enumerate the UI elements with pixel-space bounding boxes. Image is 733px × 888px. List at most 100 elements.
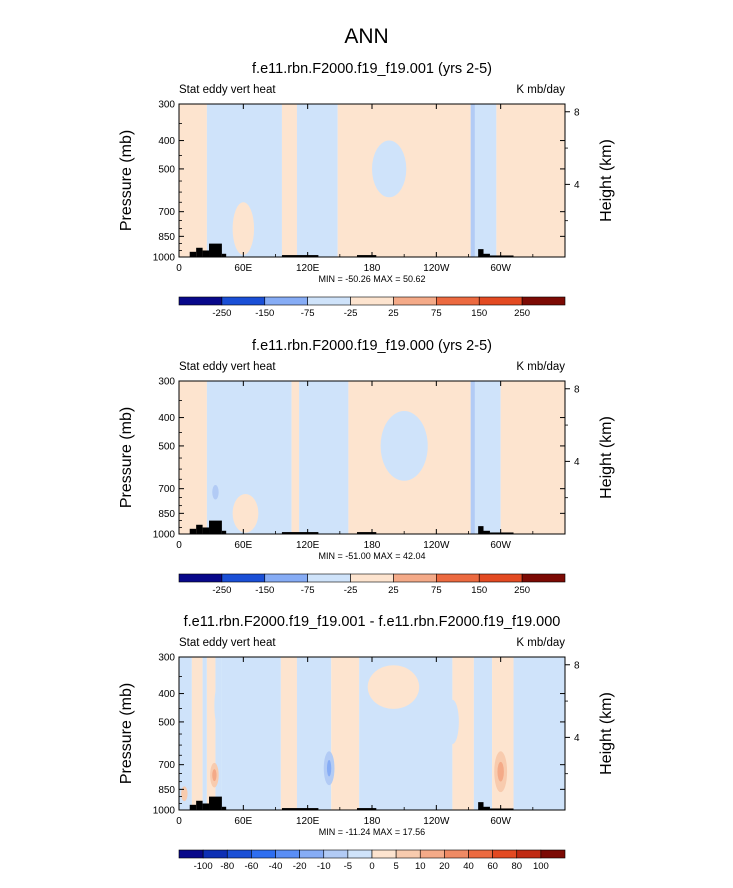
colorbar-label: -10 — [317, 861, 331, 872]
colorbar-label: 20 — [439, 861, 450, 872]
y-axis-title: Pressure (mb) — [118, 683, 135, 784]
contour-band-5 — [215, 657, 222, 810]
colorbar-box — [350, 296, 394, 306]
contour-cell-3 — [214, 687, 221, 725]
topography-mask-6 — [281, 255, 319, 257]
contour-band-8 — [496, 104, 565, 257]
colorbar: -250 -150 -75 -25 25 75 150 250 — [178, 573, 566, 596]
x-tick-label: 60W — [490, 540, 511, 551]
contour-band-4 — [296, 104, 338, 257]
x-tick-label: 120W — [423, 540, 450, 551]
x-tick-label: 120E — [296, 540, 320, 551]
left-label: Stat eddy vert heat — [179, 637, 276, 649]
colorbar-label: -20 — [293, 861, 307, 872]
x-tick-label: 0 — [176, 263, 182, 274]
colorbar-label: 5 — [393, 861, 398, 872]
topography-mask-4 — [209, 243, 222, 257]
topography-mask-7 — [356, 255, 377, 257]
colorbar-label: 250 — [514, 585, 530, 596]
colorbar-box — [299, 849, 325, 859]
x-tick-label: 120E — [296, 263, 320, 274]
contour-band-1 — [179, 381, 207, 534]
contour-band-6 — [470, 104, 475, 257]
units-label: K mb/day — [516, 361, 565, 373]
colorbar-label: -75 — [301, 585, 315, 596]
colorbar-label: 80 — [511, 861, 522, 872]
y-tick-label: 500 — [158, 164, 175, 175]
y-tick-label: 400 — [158, 689, 175, 700]
x-tick-label: 120W — [423, 816, 450, 827]
x-tick-label: 180 — [364, 816, 381, 827]
colorbar-box — [478, 296, 523, 306]
panel-title: f.e11.rbn.F2000.f19_f19.001 (yrs 2-5) — [252, 61, 492, 77]
y-axis-title-right: Height (km) — [598, 416, 615, 499]
left-label: Stat eddy vert heat — [179, 361, 276, 373]
x-tick-label: 0 — [176, 816, 182, 827]
topography-mask-1 — [189, 251, 197, 257]
contour-band-6 — [470, 381, 475, 534]
contour-band-3 — [281, 104, 297, 257]
topography-mask-8 — [478, 249, 484, 257]
y-tick-label: 500 — [158, 717, 175, 728]
colorbar-box — [436, 296, 480, 306]
contour-band-1 — [179, 104, 207, 257]
colorbar-box — [540, 849, 566, 859]
colorbar-box — [492, 849, 518, 859]
topography-mask-10 — [489, 532, 514, 534]
colorbar-label: -150 — [255, 585, 274, 596]
colorbar-label: -250 — [212, 585, 231, 596]
x-tick-label: 120E — [296, 816, 320, 827]
contour-cell-5 — [326, 760, 332, 777]
chart-panel-1: f.e11.rbn.F2000.f19_f19.001 (yrs 2-5) Sta… — [118, 61, 615, 319]
colorbar-label: 150 — [471, 308, 487, 319]
colorbar-label: 25 — [388, 308, 399, 319]
contour-cell-8 — [497, 761, 504, 782]
topography-mask-1 — [189, 804, 197, 810]
colorbar-box — [395, 849, 421, 859]
topography-mask-8 — [478, 526, 484, 534]
colorbar-box — [436, 573, 480, 583]
units-label: K mb/day — [516, 84, 565, 96]
colorbar-box — [323, 849, 349, 859]
y-tick-label: 850 — [158, 509, 175, 520]
contour-band-11 — [452, 657, 474, 810]
topography-mask-7 — [356, 532, 377, 534]
min-max-stats: MIN = -50.26 MAX = 50.62 — [318, 274, 425, 284]
topography-mask-7 — [356, 808, 377, 810]
contour-field — [179, 657, 565, 810]
contour-band-6 — [221, 657, 281, 810]
y-tick-label: 1000 — [153, 253, 176, 264]
height-tick-label: 4 — [574, 457, 580, 468]
contour-band-14 — [513, 657, 565, 810]
x-tick-label: 60W — [490, 816, 511, 827]
x-tick-label: 60W — [490, 263, 511, 274]
colorbar-box — [226, 849, 252, 859]
colorbar-box — [468, 849, 493, 859]
colorbar-box — [307, 573, 351, 583]
y-axis-title: Pressure (mb) — [118, 130, 135, 231]
contour-band-4 — [206, 657, 216, 810]
panel-title: f.e11.rbn.F2000.f19_f19.001 - f.e11.rbn.… — [184, 614, 561, 630]
topography-mask-3 — [202, 250, 210, 257]
y-tick-label: 400 — [158, 136, 175, 147]
units-label: K mb/day — [516, 637, 565, 649]
colorbar-box — [178, 573, 223, 583]
topography-mask-6 — [281, 808, 319, 810]
contour-band-2 — [191, 657, 203, 810]
colorbar-box — [178, 849, 204, 859]
contour-band-4 — [299, 381, 349, 534]
min-max-stats: MIN = -51.00 MAX = 42.04 — [318, 551, 425, 561]
topography-mask-1 — [189, 528, 197, 534]
colorbar-label: -5 — [344, 861, 352, 872]
contour-cell-2 — [372, 140, 407, 198]
left-label: Stat eddy vert heat — [179, 84, 276, 96]
colorbar-box — [478, 573, 523, 583]
colorbar-label: 250 — [514, 308, 530, 319]
contour-band-1 — [179, 657, 192, 810]
contour-band-8 — [500, 381, 565, 534]
y-axis-title-right: Height (km) — [598, 139, 615, 222]
colorbar-box — [393, 573, 437, 583]
y-tick-label: 700 — [158, 760, 175, 771]
y-tick-label: 850 — [158, 232, 175, 243]
